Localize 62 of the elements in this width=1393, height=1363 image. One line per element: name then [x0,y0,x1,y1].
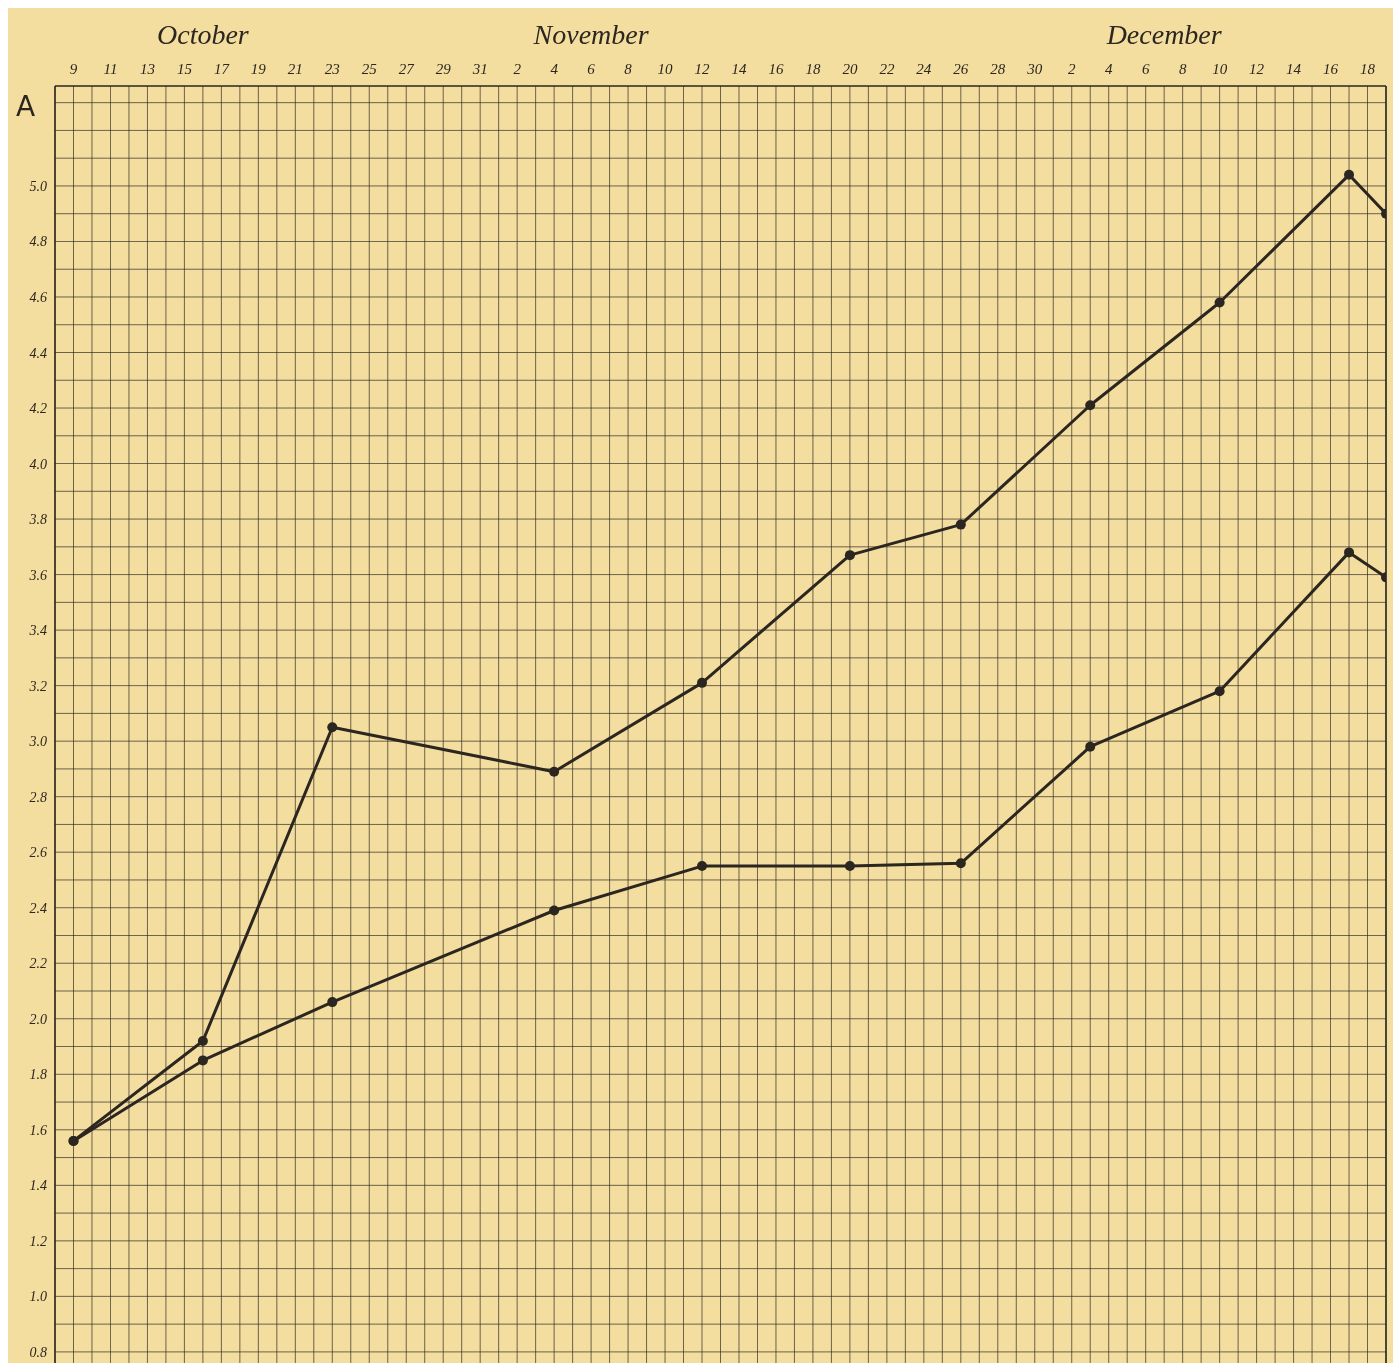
x-tick-label: 12 [694,61,711,77]
y-axis-title: A [16,90,36,123]
x2-tick-label: October [157,19,249,50]
x-tick-label: 18 [805,61,821,77]
x-tick-label: 31 [471,61,488,77]
y-tick-label: 2.8 [29,789,47,805]
y-tick-label: 1.6 [29,1122,47,1138]
y-tick-label: 3.0 [28,734,47,750]
x-tick-label: 6 [587,61,596,77]
y-tick-label: 3.4 [28,623,47,639]
y-tick-label: 2.0 [29,1011,47,1027]
x2-tick-label: November [532,19,649,50]
y-tick-label: 3.2 [28,678,47,694]
x2-tick-label: December [1105,19,1222,50]
x-tick-label: 10 [1212,61,1228,77]
y-tick-label: 2.4 [29,900,47,916]
x-tick-label: 28 [990,61,1006,77]
y-tick-label: 4.6 [29,289,47,305]
x-tick-label: 27 [398,61,416,77]
x-tick-label: 19 [250,61,267,77]
y-tick-label: 4.4 [29,345,47,361]
y-tick-label: 4.2 [29,401,47,417]
y-tick-label: 1.4 [29,1178,47,1194]
x-tick-label: 4 [550,61,559,77]
x-tick-label: 2 [513,61,522,77]
x-tick-label: 14 [1286,61,1302,77]
x-tick-label: 13 [139,61,155,77]
y-tick-label: 5.0 [29,178,47,194]
x-tick-label: 24 [916,61,932,77]
x-tick-label: 21 [287,61,303,77]
x-tick-label: 11 [103,61,118,77]
x-tick-label: 4 [1104,61,1113,77]
y-tick-label: 0.8 [29,1344,47,1360]
x-tick-label: 26 [953,61,969,77]
x-tick-label: 25 [361,61,378,77]
x-tick-label: 14 [731,61,747,77]
y-tick-label: 3.8 [28,512,47,528]
x-tick-label: 8 [624,61,633,77]
x-tick-label: 2 [1067,61,1076,77]
x-tick-label: 22 [879,61,895,77]
y-tick-label: 4.8 [29,234,47,250]
x-tick-label: 9 [69,61,78,77]
x-tick-label: 20 [842,61,858,77]
x-tick-label: 12 [1249,61,1265,77]
x-tick-label: 8 [1178,61,1187,77]
x-tick-label: 15 [176,61,193,77]
y-tick-label: 1.0 [29,1289,47,1305]
x-tick-label: 10 [657,61,674,77]
x-tick-label: 18 [1360,61,1376,77]
x-tick-label: 6 [1141,61,1150,77]
y-tick-label: 4.0 [29,456,47,472]
x-tick-label: 16 [768,61,784,77]
x-tick-label: 16 [1323,61,1339,77]
y-tick-label: 3.6 [28,567,47,583]
x-tick-label: 29 [435,61,452,77]
x-tick-label: 17 [213,61,231,77]
x-tick-label: 23 [324,61,340,77]
y-tick-label: 1.2 [29,1233,47,1249]
y-tick-label: 1.8 [29,1067,47,1083]
y-tick-label: 2.6 [29,845,47,861]
x-tick-label: 30 [1026,61,1043,77]
y-tick-label: 2.2 [29,956,47,972]
